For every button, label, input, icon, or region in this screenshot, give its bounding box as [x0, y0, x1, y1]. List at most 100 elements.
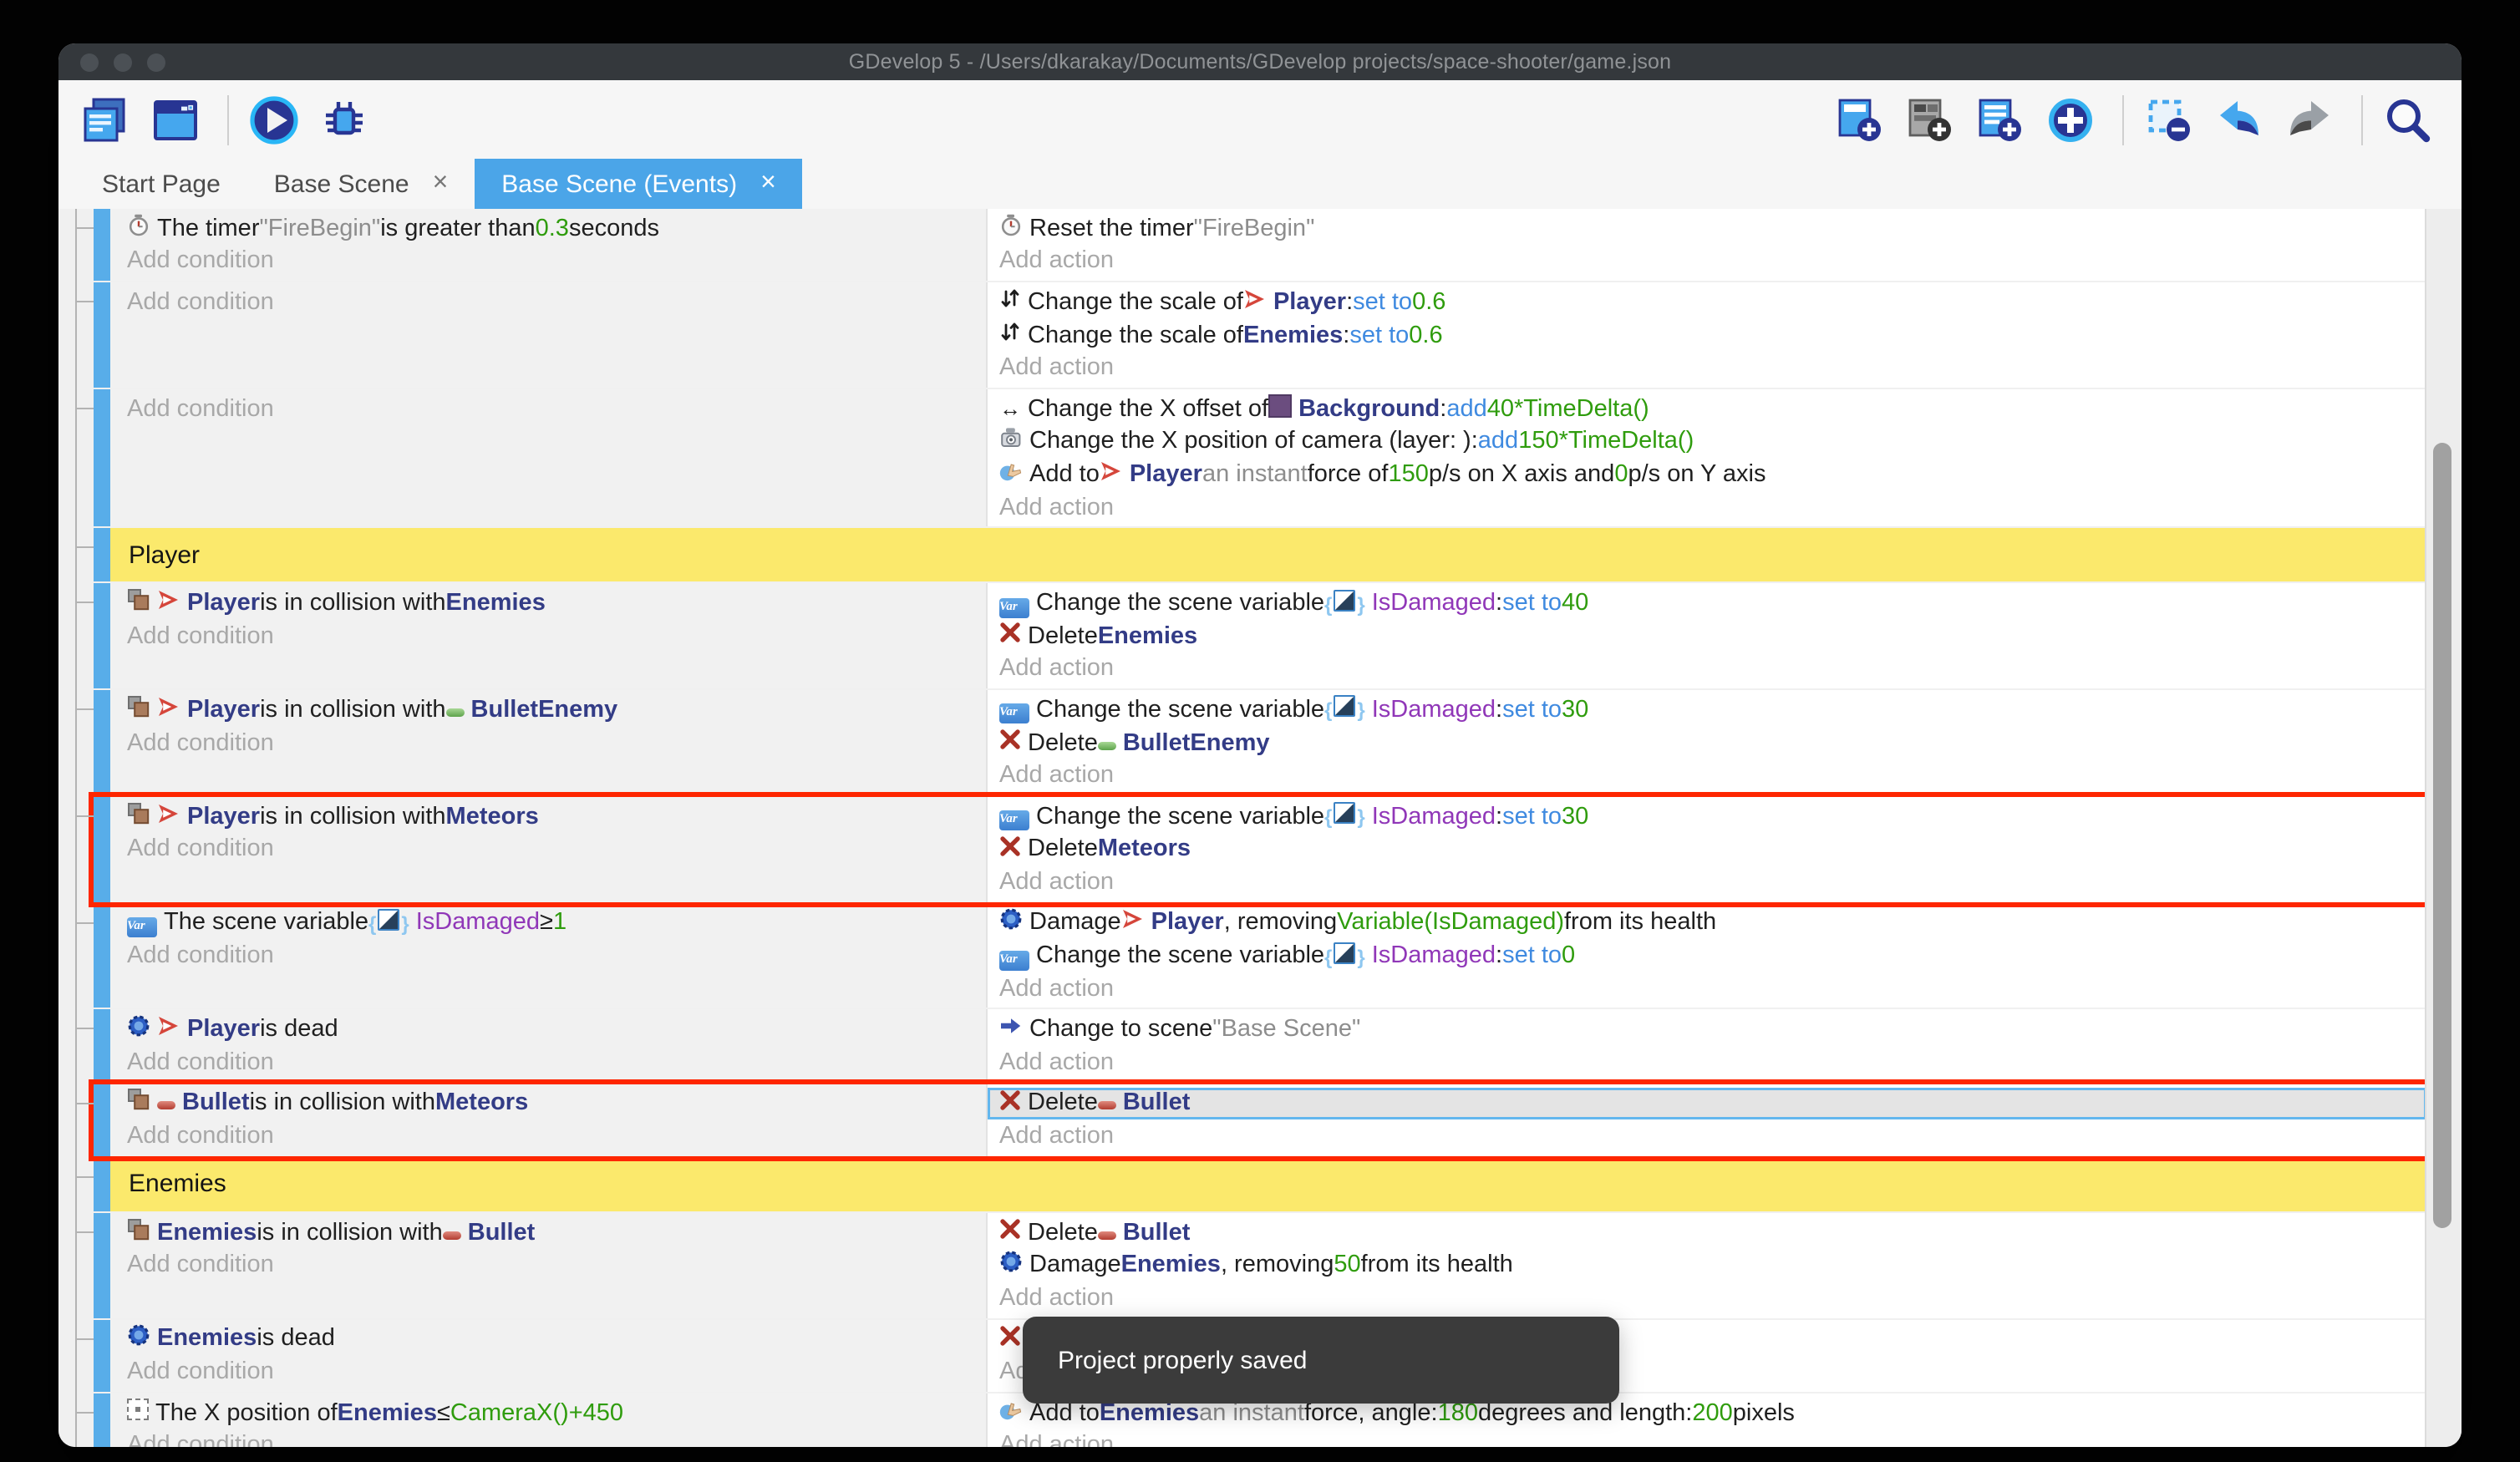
add-action-line[interactable]: Add action [988, 972, 2426, 1005]
add-action-line[interactable]: Add action [988, 1046, 2426, 1079]
action-line[interactable]: Var Change the scene variable {} IsDamaged… [988, 587, 2426, 620]
action-line[interactable]: Var Change the scene variable {} IsDamaged… [988, 940, 2426, 972]
add-condition-line[interactable]: Add condition [110, 1355, 986, 1388]
event-indent-bar [94, 1009, 110, 1083]
action-line[interactable]: Damage Enemies, removing 50 from its hea… [988, 1249, 2426, 1282]
add-condition-line[interactable]: Add condition [110, 286, 986, 318]
action-line[interactable]: Add to Enemies an instant force, angle: … [988, 1397, 2426, 1429]
action-line[interactable]: Change the scale of Enemies: set to 0.6 [988, 319, 2426, 352]
undo-button[interactable] [2213, 88, 2273, 151]
delete-selection-button[interactable] [2142, 88, 2202, 151]
condition-line[interactable]: The X position of Enemies ≤ CameraX()+45… [110, 1397, 986, 1429]
text-segment: "Base Scene" [1212, 1016, 1361, 1043]
text-segment: set to [1349, 322, 1410, 349]
scrollbar-thumb[interactable] [2433, 443, 2451, 1228]
event-row: Add condition ↔ Change the X offset of Bac… [75, 388, 2426, 527]
text-segment: Enemies [1242, 322, 1344, 349]
bullet-green-icon [445, 697, 465, 723]
text-segment: Meteors [435, 1089, 529, 1117]
add-condition-link: Add condition [127, 1048, 274, 1076]
add-condition-line[interactable]: Add condition [110, 245, 986, 277]
action-line[interactable]: Var Change the scene variable {} IsDamaged… [988, 800, 2426, 833]
add-condition-line[interactable]: Add condition [110, 940, 986, 972]
event-group-row[interactable]: Player [75, 528, 2426, 582]
tab-base-scene-events[interactable]: Base Scene (Events) × [475, 159, 803, 209]
action-line[interactable]: Delete Meteors [988, 833, 2426, 866]
tab-base-scene[interactable]: Base Scene × [247, 159, 475, 209]
condition-line[interactable]: Enemies is dead [110, 1322, 986, 1355]
action-line[interactable]: Change the X position of camera (layer: … [988, 425, 2426, 458]
debug-button[interactable] [318, 88, 378, 151]
add-action-line[interactable]: Add action [988, 1282, 2426, 1314]
add-comment-button[interactable] [1974, 88, 2034, 151]
condition-line[interactable]: The timer "FireBegin" is greater than 0.… [110, 212, 986, 245]
action-line[interactable]: Delete Enemies [988, 620, 2426, 652]
tab-close-icon[interactable]: × [432, 169, 449, 197]
action-line[interactable]: Add to Player an instant force of 150 p/… [988, 458, 2426, 490]
zoom-button[interactable] [147, 53, 165, 71]
events-sheet: The timer "FireBegin" is greater than 0.… [58, 209, 2462, 1447]
action-line[interactable]: Delete Bullet [988, 1216, 2426, 1249]
add-condition-line[interactable]: Add condition [110, 1249, 986, 1282]
close-button[interactable] [80, 53, 99, 71]
add-action-line[interactable]: Add action [988, 491, 2426, 524]
add-condition-line[interactable]: Add condition [110, 1046, 986, 1079]
add-action-line[interactable]: Add action [988, 1120, 2426, 1153]
add-action-line[interactable]: Add action [988, 245, 2426, 277]
add-new-event-button[interactable] [2044, 88, 2104, 151]
scene-editor-button[interactable] [149, 88, 209, 151]
search-button[interactable] [2381, 88, 2441, 151]
add-action-line[interactable]: Add action [988, 866, 2426, 898]
redo-button[interactable] [2283, 88, 2343, 151]
add-action-line[interactable]: Add action [988, 759, 2426, 792]
add-condition-line[interactable]: Add condition [110, 726, 986, 759]
text-segment: Meteors [445, 803, 539, 830]
action-line[interactable]: Var Change the scene variable {} IsDamaged… [988, 693, 2426, 726]
action-line[interactable]: Reset the timer "FireBegin" [988, 212, 2426, 245]
condition-line[interactable]: Player is in collision with Meteors [110, 800, 986, 833]
action-line[interactable]: Delete Bullet [988, 1087, 2426, 1120]
minimize-button[interactable] [114, 53, 132, 71]
action-line[interactable]: Change the scale of Player: set to 0.6 [988, 286, 2426, 318]
add-action-link: Add action [999, 1048, 1115, 1076]
event-row-highlighted: Bullet is in collision with Meteors Add c… [75, 1079, 2431, 1161]
tab-close-icon[interactable]: × [760, 169, 776, 197]
traffic-lights [80, 43, 165, 80]
event-indent-bar [94, 796, 110, 902]
action-line[interactable] [988, 1322, 2426, 1355]
event-group-row[interactable]: Enemies [75, 1157, 2426, 1211]
text-segment: seconds [568, 215, 659, 242]
text-segment: an instant [1199, 1399, 1304, 1427]
add-condition-line[interactable]: Add condition [110, 1429, 986, 1447]
add-event-button[interactable] [1833, 88, 1893, 151]
add-condition-line[interactable]: Add condition [110, 1120, 986, 1153]
action-line[interactable]: Change to scene "Base Scene" [988, 1013, 2426, 1046]
add-condition-link: Add condition [127, 1123, 274, 1150]
action-line[interactable]: Delete BulletEnemy [988, 726, 2426, 759]
tab-start-page[interactable]: Start Page [75, 159, 247, 209]
add-condition-line[interactable]: Add condition [110, 620, 986, 652]
add-condition-link: Add condition [127, 1432, 274, 1447]
condition-line[interactable]: Bullet is in collision with Meteors [110, 1087, 986, 1119]
add-condition-line[interactable]: Add condition [110, 393, 986, 425]
add-condition-line[interactable]: Add condition [110, 833, 986, 866]
play-button[interactable] [247, 88, 307, 151]
condition-line[interactable]: Player is in collision with Enemies [110, 587, 986, 620]
add-action-line[interactable]: Add action [988, 352, 2426, 384]
project-manager-button[interactable] [79, 88, 139, 151]
event-indent-bar [94, 1393, 110, 1447]
add-action-line[interactable]: Add action [988, 1429, 2426, 1447]
text-segment: IsDamaged [1371, 803, 1496, 830]
condition-line[interactable]: Var The scene variable {} IsDamaged ≥ 1 [110, 906, 986, 939]
add-action-link: Add action [999, 494, 1115, 521]
add-action-link: Add action [999, 247, 1115, 275]
condition-line[interactable]: Enemies is in collision with Bullet [110, 1216, 986, 1249]
add-subevent-button[interactable] [1903, 88, 1964, 151]
text-segment: The timer [157, 215, 260, 242]
text-segment: from its health [1564, 909, 1717, 937]
action-line[interactable]: Damage Player, removing Variable(IsDamag… [988, 906, 2426, 939]
action-line[interactable]: ↔ Change the X offset of Background: add … [988, 393, 2426, 425]
condition-line[interactable]: Player is dead [110, 1013, 986, 1046]
add-action-line[interactable]: Add action [988, 652, 2426, 685]
condition-line[interactable]: Player is in collision with BulletEnemy [110, 693, 986, 726]
